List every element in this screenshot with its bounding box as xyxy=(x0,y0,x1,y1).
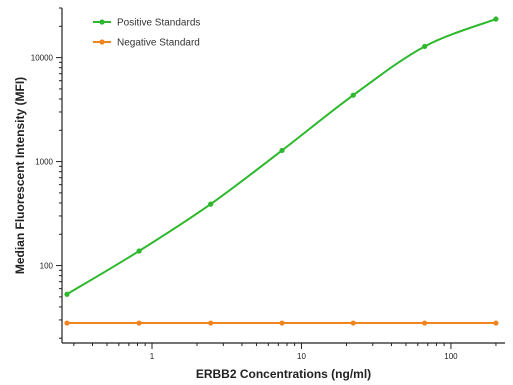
series-2-point xyxy=(350,320,356,326)
series-2-point xyxy=(136,320,142,326)
ticks: 100 1000 10000 1 10 100 xyxy=(31,7,497,361)
series-2-point xyxy=(493,320,499,326)
series-1-point xyxy=(136,248,142,254)
y-tick-label: 10000 xyxy=(31,54,54,63)
series-1-point xyxy=(350,92,356,98)
y-axis-title: Median Fluorescent Intensity (MFI) xyxy=(13,77,27,274)
legend-series-2-label: Negative Standard xyxy=(117,38,200,49)
y-tick-label: 100 xyxy=(40,262,54,271)
x-axis-title: ERBB2 Concentrations (ng/ml) xyxy=(196,367,371,381)
series-layer xyxy=(64,16,499,326)
series-1-point xyxy=(493,16,499,22)
x-tick-label: 10 xyxy=(297,352,306,361)
legend-series-1-label: Positive Standards xyxy=(117,18,200,29)
series-1-point xyxy=(208,201,214,207)
series-2-point xyxy=(208,320,214,326)
legend-series-2-marker xyxy=(99,39,105,45)
x-tick-label: 1 xyxy=(150,352,155,361)
legend: Positive Standards Negative Standard xyxy=(93,18,200,49)
series-2-point xyxy=(422,320,428,326)
series-1-point xyxy=(422,43,428,50)
x-tick-label: 100 xyxy=(444,352,458,361)
series-2-point xyxy=(64,320,70,326)
series-1-line xyxy=(66,18,497,296)
axes xyxy=(61,8,505,344)
series-1-point xyxy=(64,291,70,297)
y-tick-label: 1000 xyxy=(35,158,53,167)
series-1-point xyxy=(279,147,285,154)
series-2-point xyxy=(279,320,285,326)
legend-series-1-marker xyxy=(99,19,105,25)
